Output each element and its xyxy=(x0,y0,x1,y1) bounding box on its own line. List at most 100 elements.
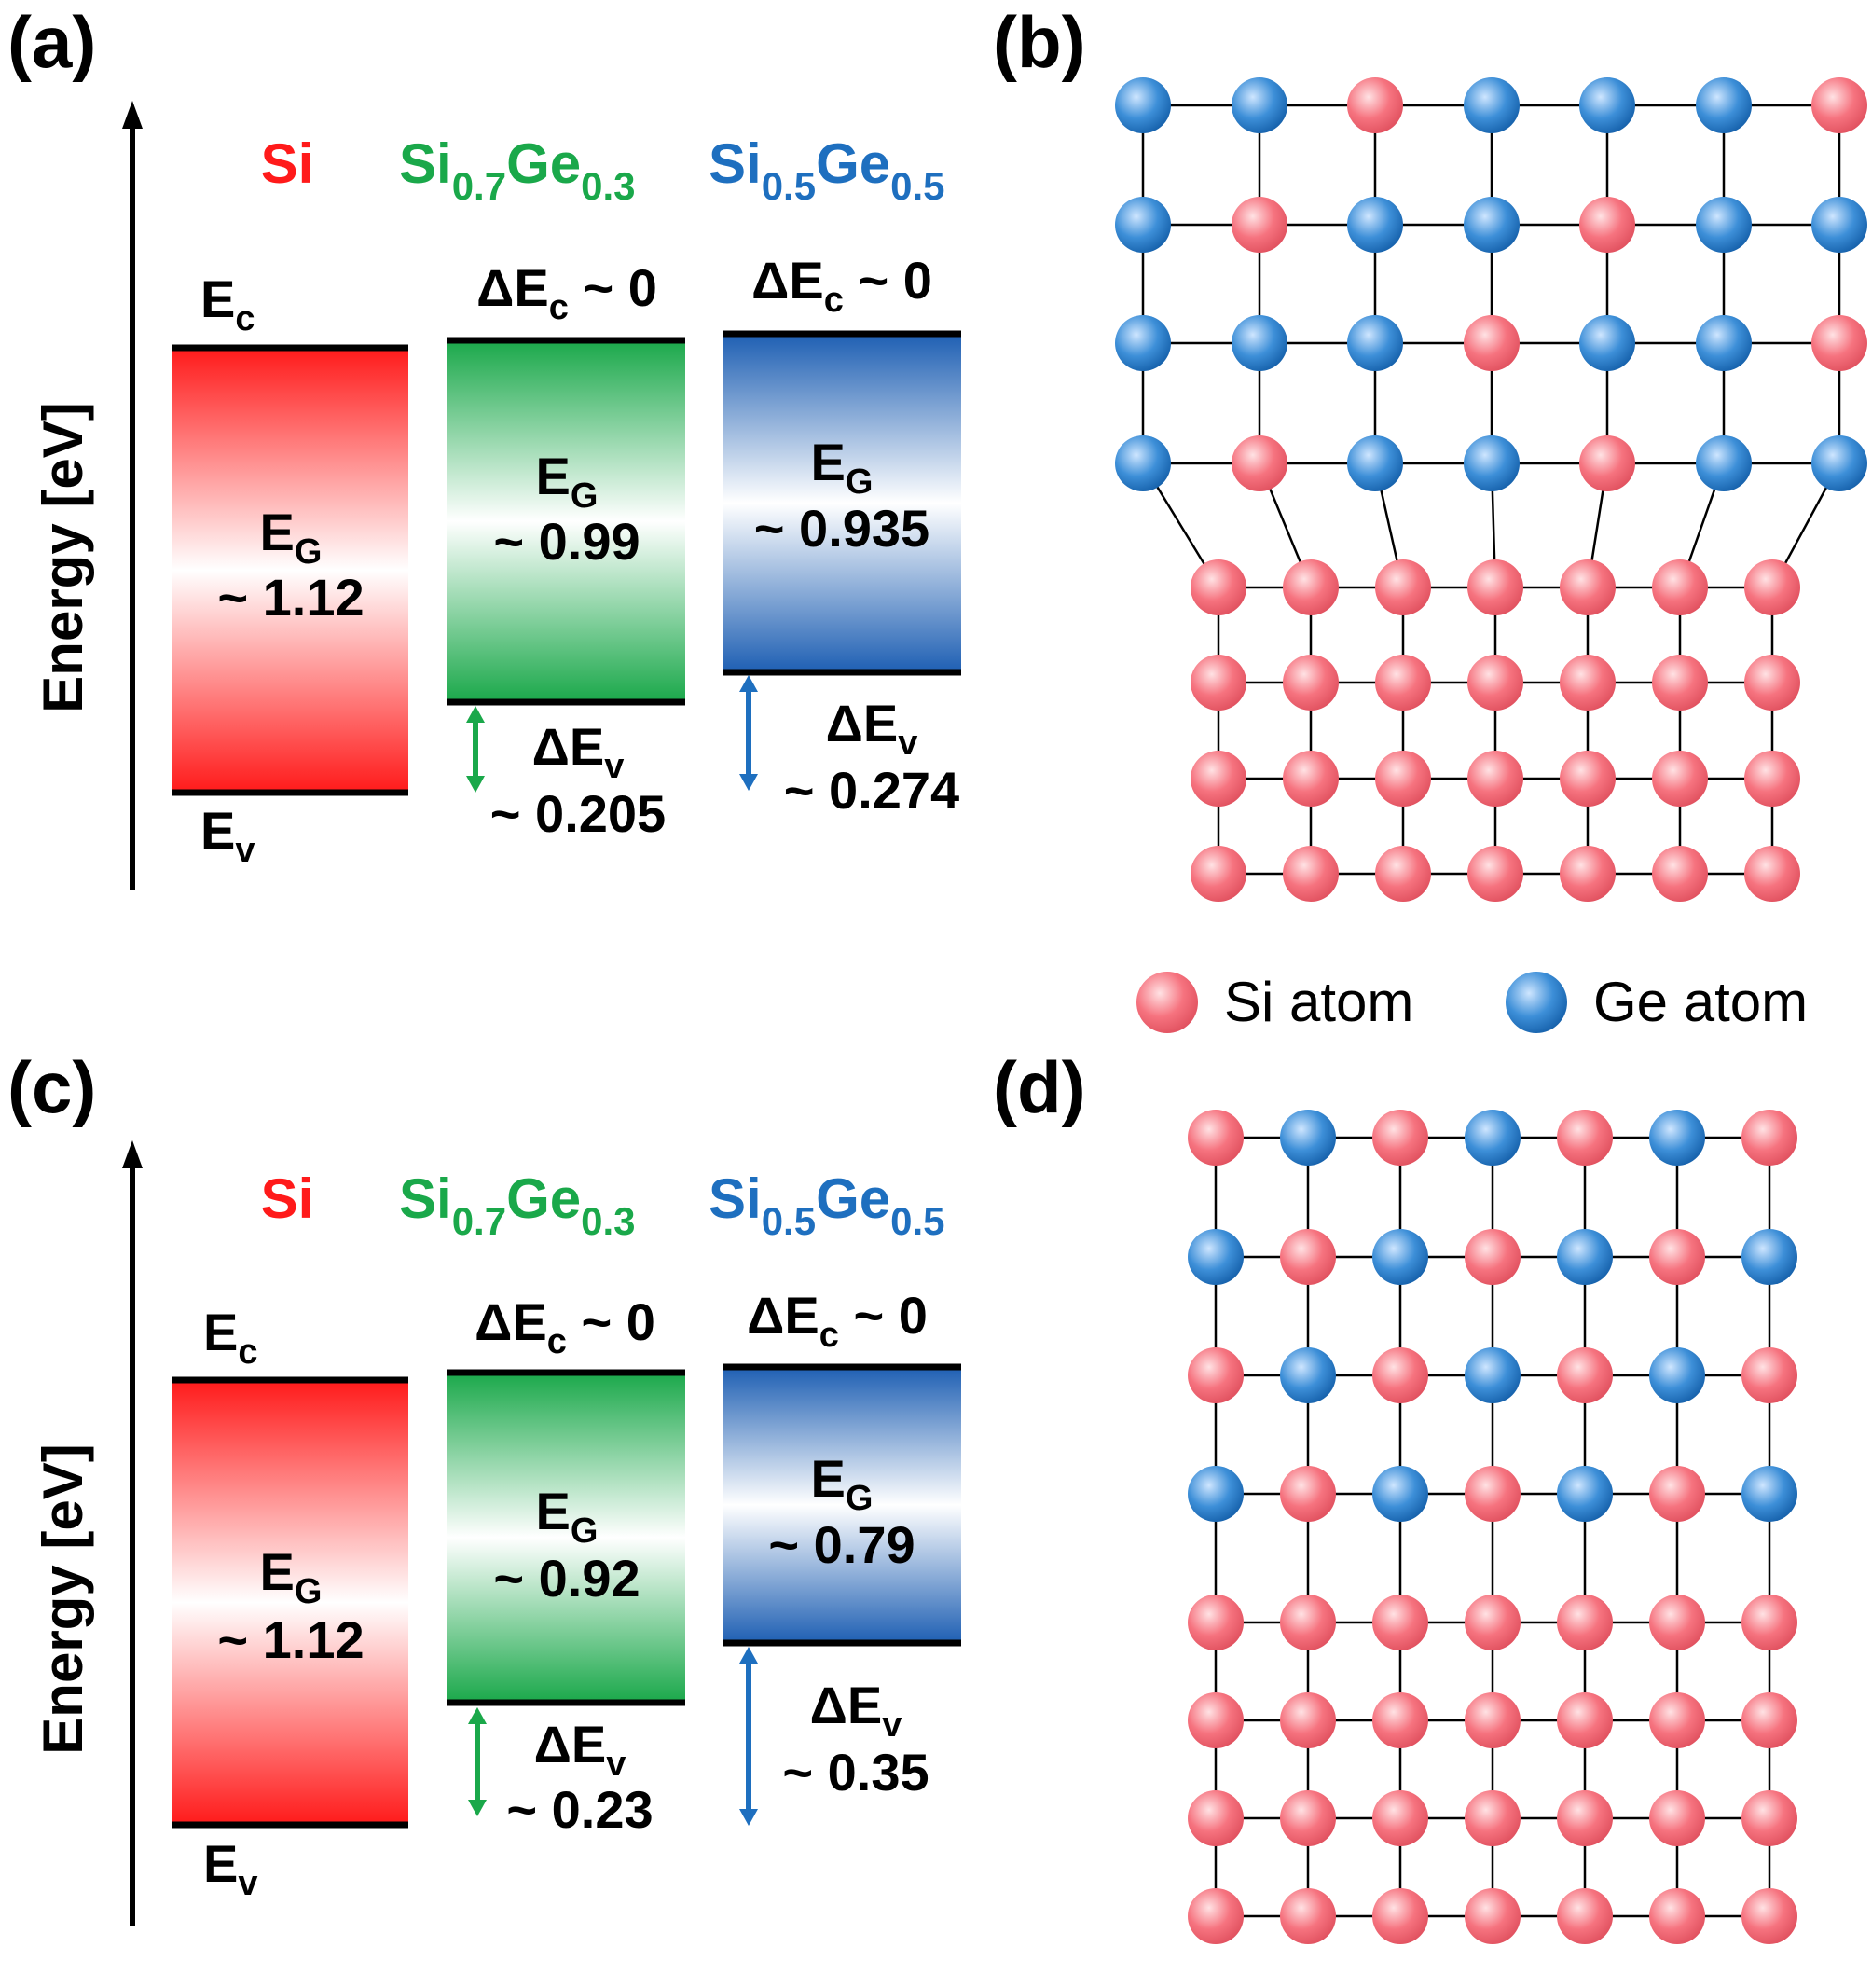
legend-ge-atom-icon xyxy=(1506,972,1567,1033)
legend: Si atom Ge atom xyxy=(1136,971,1808,1033)
y-axis-label-c: Energy [eV] xyxy=(32,1443,94,1754)
si-atom xyxy=(1280,1595,1336,1650)
si-atom xyxy=(1652,559,1708,615)
si-atom xyxy=(1280,1888,1336,1944)
legend-ge-label: Ge atom xyxy=(1593,971,1808,1033)
si-atom xyxy=(1372,1347,1428,1403)
si-atom xyxy=(1465,1692,1521,1748)
delta-ev-arrowhead-bottom-sige73-a xyxy=(466,776,485,793)
si-atom xyxy=(1232,435,1287,491)
si-atom xyxy=(1649,1595,1705,1650)
energy-axis-arrowhead-c xyxy=(122,1140,143,1168)
si-atom xyxy=(1191,559,1246,615)
si-atom xyxy=(1347,77,1403,133)
ge-atom xyxy=(1696,197,1752,253)
ge-atom xyxy=(1372,1229,1428,1285)
eg-label-sige55-a: EG xyxy=(811,433,874,502)
eg-value-sige55-a: ~ 0.935 xyxy=(754,499,929,558)
ge-atom xyxy=(1188,1229,1244,1285)
ge-atom xyxy=(1115,435,1171,491)
eg-label-sige55-c: EG xyxy=(811,1449,874,1518)
ge-atom xyxy=(1464,435,1520,491)
panel-b: (b) xyxy=(993,1,1867,902)
si-atom xyxy=(1652,655,1708,711)
band-sige73-c xyxy=(447,1373,685,1703)
si-atom xyxy=(1464,315,1520,371)
material-si-c: Si xyxy=(261,1167,314,1230)
si-atom xyxy=(1741,1692,1797,1748)
material-sige73-a: Si0.7Ge0.3 xyxy=(399,132,636,208)
si-atom xyxy=(1375,751,1431,807)
eg-value-si-c: ~ 1.12 xyxy=(217,1610,364,1669)
y-axis-label-a: Energy [eV] xyxy=(32,402,94,712)
si-atom xyxy=(1280,1229,1336,1285)
ge-atom xyxy=(1741,1466,1797,1522)
ge-atom xyxy=(1579,315,1635,371)
ge-atom xyxy=(1579,77,1635,133)
delta-ec-sige55-a: ΔEc ~ 0 xyxy=(751,251,932,320)
delta-ev-arrowhead-top-sige55-c xyxy=(739,1647,758,1664)
band-si-a xyxy=(172,348,408,793)
si-atom xyxy=(1188,1790,1244,1846)
ge-atom xyxy=(1347,315,1403,371)
ge-atom xyxy=(1232,77,1287,133)
ge-atom xyxy=(1465,1110,1521,1166)
ec-label-a: Ec xyxy=(200,269,255,338)
si-atom xyxy=(1811,315,1867,371)
si-atom xyxy=(1649,1229,1705,1285)
si-atom xyxy=(1741,1790,1797,1846)
si-atom xyxy=(1744,751,1800,807)
si-atom xyxy=(1465,1229,1521,1285)
si-atom xyxy=(1649,1692,1705,1748)
si-atom xyxy=(1280,1466,1336,1522)
ge-atom xyxy=(1115,77,1171,133)
si-atom xyxy=(1467,846,1523,902)
ge-atom xyxy=(1557,1466,1613,1522)
si-atom xyxy=(1188,1595,1244,1650)
ge-atom xyxy=(1280,1347,1336,1403)
delta-ev-value-sige55-c: ~ 0.35 xyxy=(782,1743,929,1802)
si-atom xyxy=(1372,1595,1428,1650)
si-atom xyxy=(1560,655,1616,711)
ge-atom xyxy=(1811,197,1867,253)
ge-atom xyxy=(1741,1229,1797,1285)
ge-atom xyxy=(1649,1110,1705,1166)
delta-ev-value-sige55-a: ~ 0.274 xyxy=(784,761,959,820)
si-atom xyxy=(1811,77,1867,133)
si-atom xyxy=(1283,846,1339,902)
material-sige73-c: Si0.7Ge0.3 xyxy=(399,1167,636,1243)
si-atom xyxy=(1579,197,1635,253)
ec-label-c: Ec xyxy=(203,1303,258,1372)
si-atom xyxy=(1372,1790,1428,1846)
ge-atom xyxy=(1347,197,1403,253)
si-atom xyxy=(1465,1466,1521,1522)
ge-atom xyxy=(1232,315,1287,371)
ge-atom xyxy=(1347,435,1403,491)
material-sige55-c: Si0.5Ge0.5 xyxy=(709,1167,945,1243)
si-atom xyxy=(1741,1110,1797,1166)
si-atom xyxy=(1744,559,1800,615)
si-atom xyxy=(1191,751,1246,807)
delta-ec-sige73-a: ΔEc ~ 0 xyxy=(476,258,657,327)
ge-atom xyxy=(1811,435,1867,491)
si-atom xyxy=(1283,655,1339,711)
ge-atom xyxy=(1280,1110,1336,1166)
si-atom xyxy=(1579,435,1635,491)
ge-atom xyxy=(1464,197,1520,253)
si-atom xyxy=(1465,1888,1521,1944)
band-sige73-a xyxy=(447,340,685,702)
si-atom xyxy=(1375,846,1431,902)
si-atom xyxy=(1188,1347,1244,1403)
si-atom xyxy=(1741,1595,1797,1650)
si-atom xyxy=(1280,1692,1336,1748)
si-atom xyxy=(1188,1888,1244,1944)
panel-label-d: (d) xyxy=(993,1046,1086,1128)
si-atom xyxy=(1375,559,1431,615)
si-atom xyxy=(1741,1347,1797,1403)
eg-value-sige73-c: ~ 0.92 xyxy=(493,1549,640,1608)
si-atom xyxy=(1557,1347,1613,1403)
energy-axis-arrowhead-a xyxy=(122,101,143,129)
ge-atom xyxy=(1115,315,1171,371)
eg-label-si-a: EG xyxy=(260,503,323,572)
ge-atom xyxy=(1649,1347,1705,1403)
